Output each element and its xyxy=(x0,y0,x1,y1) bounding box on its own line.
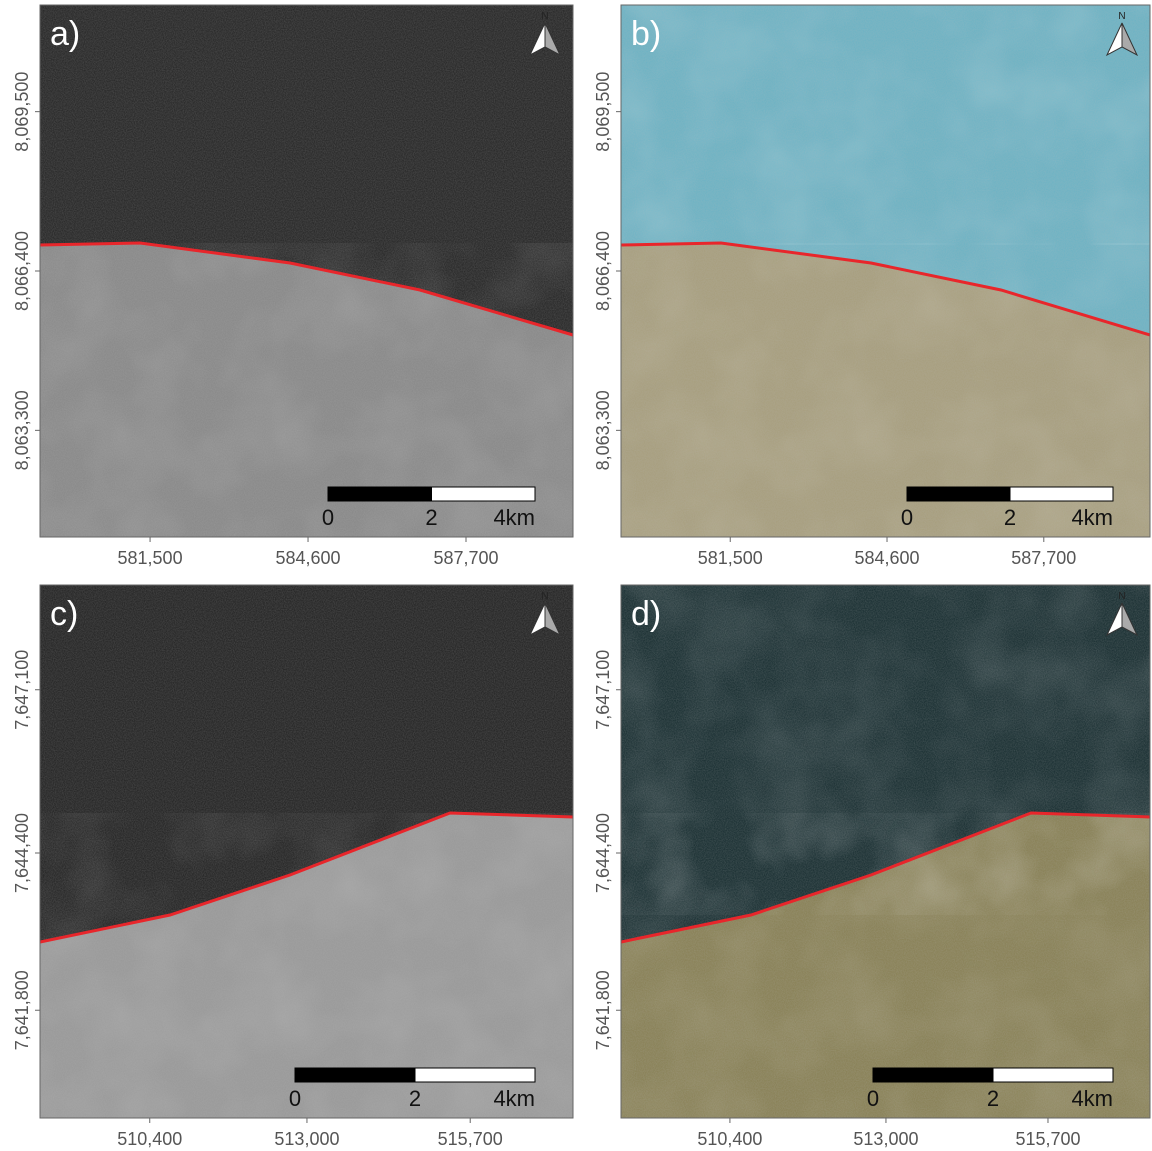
scalebar-black xyxy=(328,487,432,501)
scalebar-black xyxy=(295,1068,415,1082)
x-tick-label: 510,400 xyxy=(117,1129,182,1149)
x-tick-label: 581,500 xyxy=(118,548,183,568)
scale-label: 4km xyxy=(1071,505,1113,530)
y-tick-label: 7,641,800 xyxy=(12,970,32,1050)
y-tick-label: 7,644,400 xyxy=(593,813,613,893)
x-tick-label: 587,700 xyxy=(433,548,498,568)
scale-label: 2 xyxy=(425,505,437,530)
x-tick-label: 515,700 xyxy=(1015,1129,1080,1149)
panel-label: d) xyxy=(631,595,661,633)
y-tick-label: 7,641,800 xyxy=(593,970,613,1050)
scale-label: 2 xyxy=(409,1086,421,1111)
imagery xyxy=(621,5,1150,537)
x-tick-label: 513,000 xyxy=(853,1129,918,1149)
texture xyxy=(40,585,573,1118)
y-tick-label: 8,063,300 xyxy=(593,390,613,470)
scale-label: 2 xyxy=(987,1086,999,1111)
scalebar-black xyxy=(907,487,1010,501)
x-tick-label: 513,000 xyxy=(274,1129,339,1149)
north-label: N xyxy=(1118,591,1125,602)
y-tick-label: 8,066,400 xyxy=(12,231,32,311)
scalebar-white xyxy=(432,487,536,501)
map-panel: c) N 0 2 4km 510,400 513,000 515,700 7,647,100 7,… xyxy=(12,585,573,1149)
y-tick-label: 7,644,400 xyxy=(12,813,32,893)
x-tick-label: 510,400 xyxy=(697,1129,762,1149)
scalebar-black xyxy=(873,1068,993,1082)
x-tick-label: 581,500 xyxy=(698,548,763,568)
north-label: N xyxy=(541,591,548,602)
scalebar-white xyxy=(415,1068,535,1082)
x-tick-label: 515,700 xyxy=(438,1129,503,1149)
y-tick-label: 8,066,400 xyxy=(593,231,613,311)
texture xyxy=(621,5,1150,537)
scale-label: 2 xyxy=(1004,505,1016,530)
scale-label: 0 xyxy=(322,505,334,530)
y-tick-label: 7,647,100 xyxy=(593,650,613,730)
texture xyxy=(40,5,573,537)
scale-label: 4km xyxy=(493,505,535,530)
imagery xyxy=(621,585,1150,1118)
imagery xyxy=(40,5,573,537)
y-tick-label: 7,647,100 xyxy=(12,650,32,730)
map-panel: b) N 0 2 4km 581,500 584,600 587,700 8,069,500 8,… xyxy=(593,5,1150,568)
scalebar-white xyxy=(993,1068,1113,1082)
scale-label: 4km xyxy=(1071,1086,1113,1111)
y-tick-label: 8,069,500 xyxy=(12,72,32,152)
scale-label: 0 xyxy=(867,1086,879,1111)
panel-label: c) xyxy=(50,595,78,633)
scalebar-white xyxy=(1010,487,1113,501)
x-tick-label: 584,600 xyxy=(275,548,340,568)
scale-label: 4km xyxy=(493,1086,535,1111)
map-panel: d) N 0 2 4km 510,400 513,000 515,700 7,647,100 7,… xyxy=(593,585,1150,1149)
x-tick-label: 584,600 xyxy=(854,548,919,568)
scale-label: 0 xyxy=(289,1086,301,1111)
panel-label: a) xyxy=(50,15,80,53)
texture xyxy=(621,585,1150,1118)
map-panel: a) N 0 2 4km 581,500 584,600 587,700 8,069,500 8,… xyxy=(12,5,573,568)
imagery xyxy=(40,585,573,1118)
scale-label: 0 xyxy=(901,505,913,530)
x-tick-label: 587,700 xyxy=(1011,548,1076,568)
y-tick-label: 8,063,300 xyxy=(12,390,32,470)
y-tick-label: 8,069,500 xyxy=(593,72,613,152)
north-label: N xyxy=(1118,11,1125,22)
figure: a) N 0 2 4km 581,500 584,600 587,700 8,069,500 8,… xyxy=(0,0,1152,1151)
north-label: N xyxy=(541,11,548,22)
panel-label: b) xyxy=(631,15,661,53)
